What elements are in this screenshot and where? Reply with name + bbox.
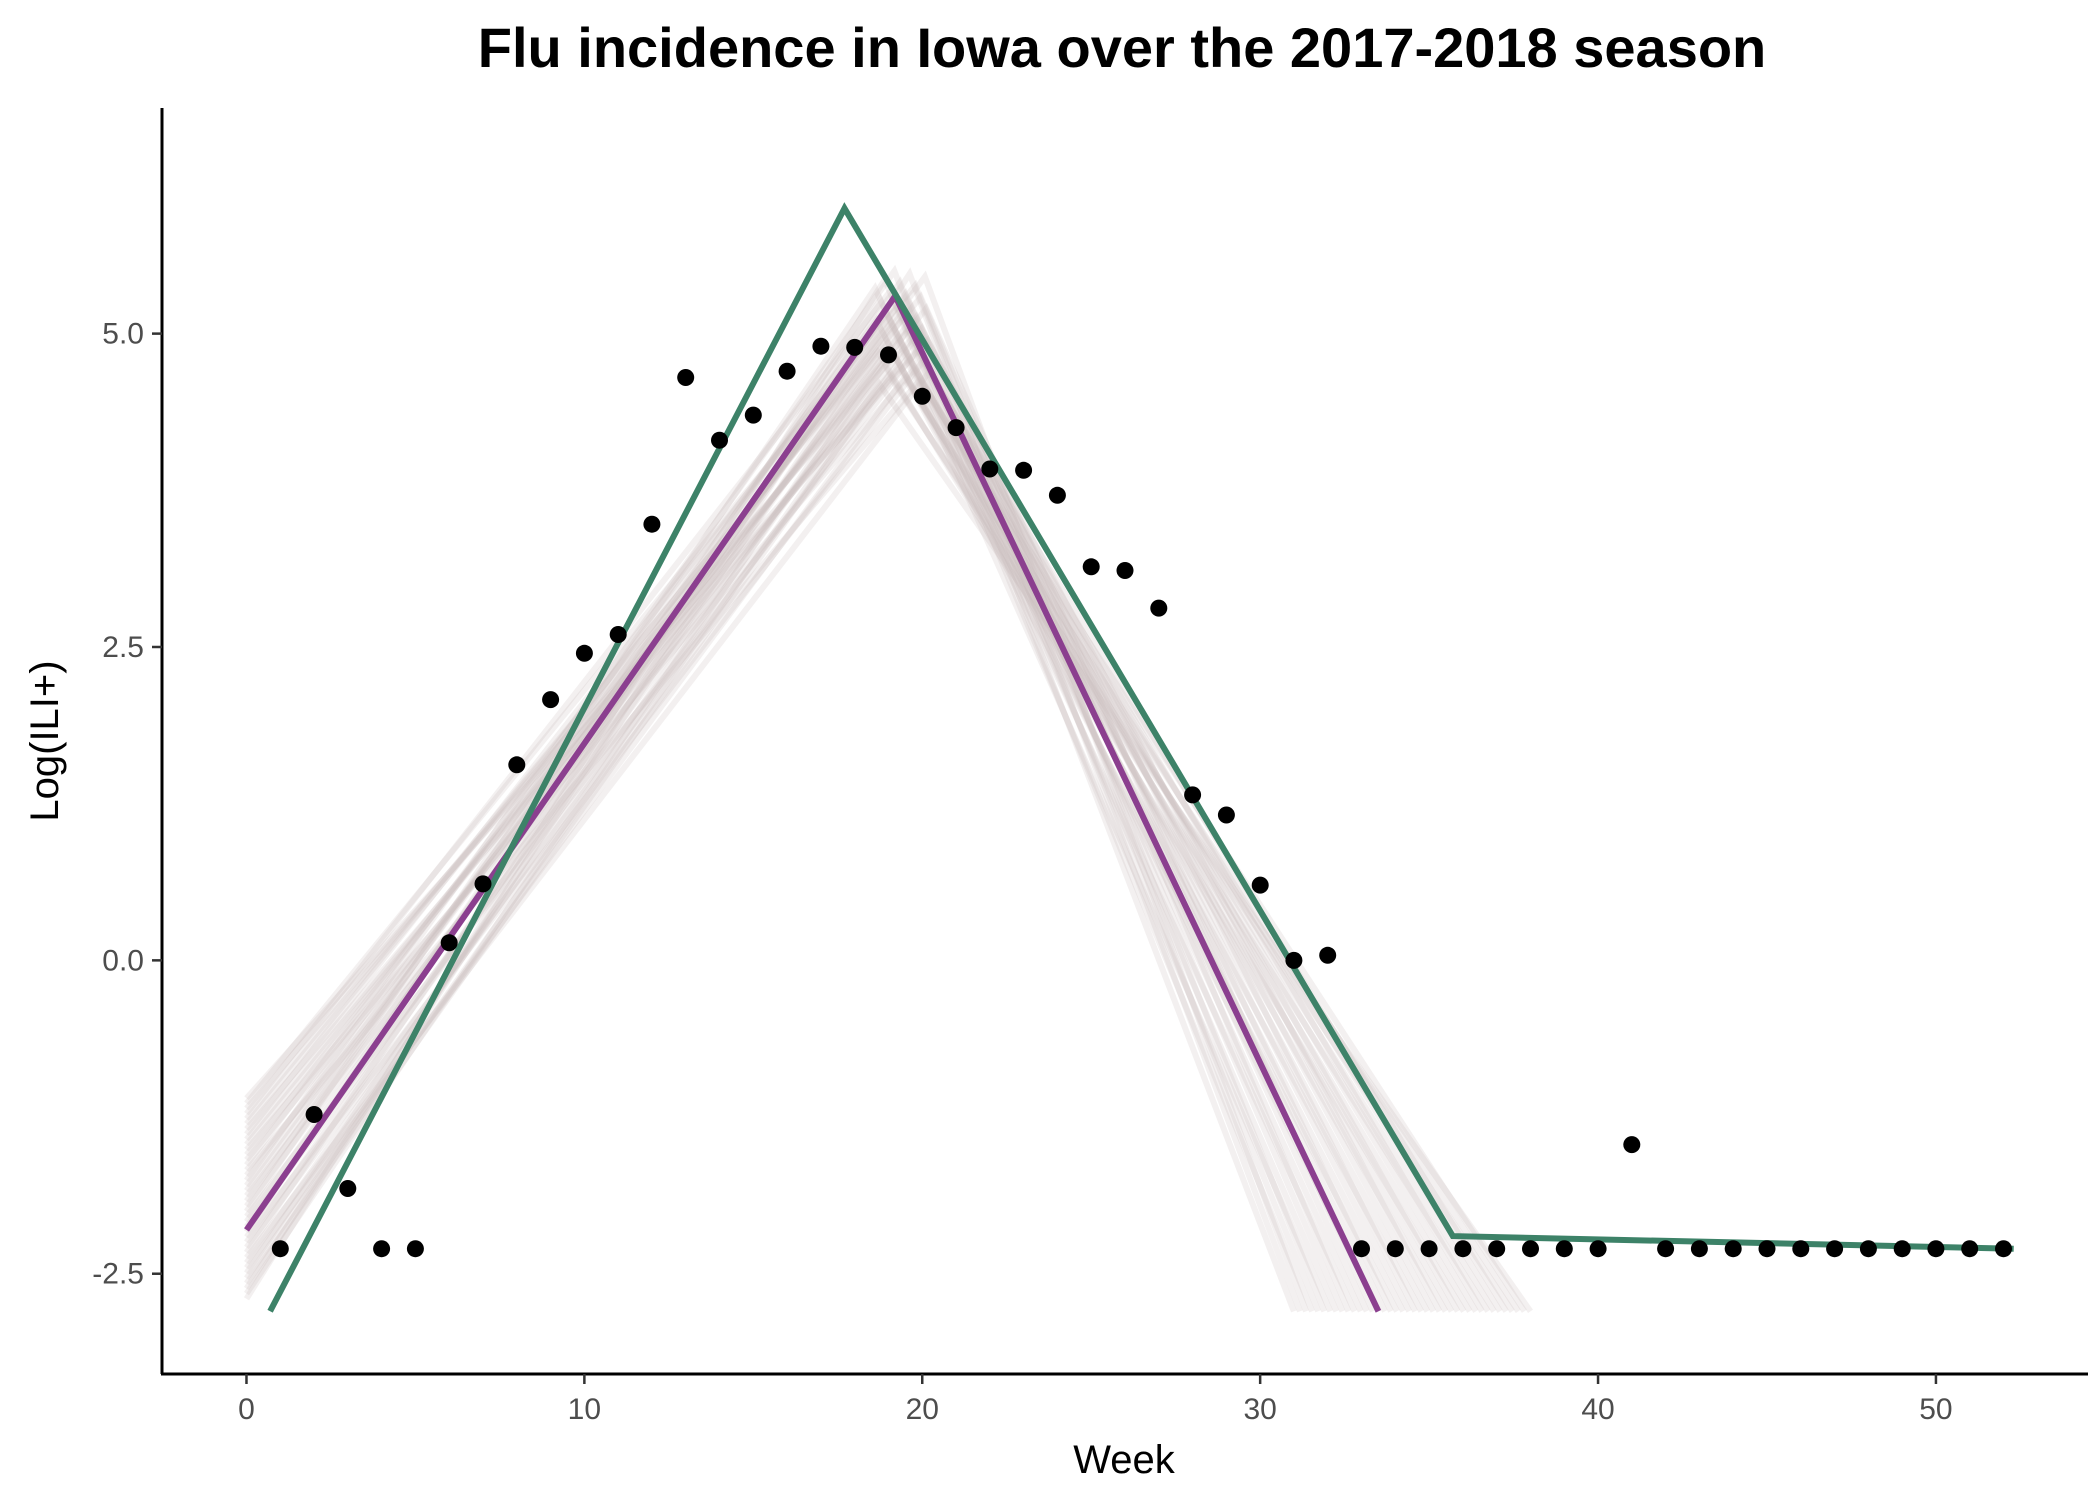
x-tick-label: 40 [1581,1393,1614,1426]
x-tick-label: 10 [568,1393,601,1426]
posterior-sample-line [244,270,1309,1313]
data-point [305,1106,323,1123]
x-tick-label: 50 [1919,1393,1952,1426]
data-point [1420,1240,1438,1258]
x-axis-ticks: 0 10 20 30 40 50 [238,1374,1953,1426]
data-point [508,756,526,774]
data-point [1217,806,1235,824]
data-point [1623,1136,1641,1154]
x-axis-title: Week [1073,1438,1176,1482]
posterior-sample-line [244,346,1467,1313]
data-point [846,338,864,356]
data-point [1724,1240,1742,1258]
y-axis-title: Log(ILI+) [23,660,67,821]
data-point [677,369,695,386]
data-point [1386,1240,1404,1258]
posterior-sample-line [243,267,1303,1313]
data-point [575,644,593,662]
x-tick-label: 0 [238,1393,255,1426]
data-point [1859,1240,1877,1258]
data-point [744,406,762,424]
data-point [1961,1240,1979,1258]
posterior-sample-line [244,322,1418,1313]
data-point [1285,951,1303,969]
posterior-sample-line [244,335,1443,1313]
posterior-sample-line [244,317,1406,1313]
data-point [406,1240,424,1258]
data-point [1082,558,1100,576]
posterior-sample-line [244,291,1352,1313]
posterior-sample-line [244,311,1394,1313]
posterior-sample-line [244,361,1497,1313]
y-axis-ticks: -2.5 0.0 2.5 5.0 [92,318,162,1291]
data-point [711,431,728,449]
posterior-sample-line [244,302,1376,1313]
data-point [947,419,965,437]
y-tick-label: 5.0 [102,318,144,351]
data-point [1893,1240,1911,1258]
posterior-sample-line [244,326,1424,1313]
data-point [1792,1240,1810,1258]
data-point [1488,1240,1506,1258]
posterior-sample-line [244,276,1321,1313]
data-point [271,1240,289,1258]
posterior-sample-line [244,364,1503,1313]
data-point [1826,1240,1844,1258]
posterior-sample-line [244,328,1431,1313]
data-point [1116,562,1134,579]
data-point [913,387,931,405]
data-point [812,337,830,355]
posterior-sample-line [244,358,1491,1313]
data-point [1015,461,1033,479]
data-point [643,515,661,533]
data-point [1690,1240,1708,1258]
data-point [1555,1240,1573,1258]
data-point [1319,946,1337,964]
data-point [1657,1240,1675,1258]
data-point [1995,1240,2012,1258]
x-tick-label: 20 [906,1393,939,1426]
posterior-sample-line [244,352,1479,1313]
data-point [609,626,627,643]
data-point [880,346,897,364]
data-point [542,691,560,709]
posterior-sample-line [244,370,1515,1313]
x-tick-label: 30 [1243,1393,1276,1426]
data-point [1150,599,1168,617]
data-point [373,1240,391,1258]
posterior-sample-line [244,264,1297,1313]
data-point [474,875,492,893]
chart-title: Flu incidence in Iowa over the 2017-2018… [478,16,1767,79]
data-point [1927,1240,1945,1258]
posterior-sample-line [244,341,1455,1313]
y-tick-label: -2.5 [92,1258,144,1291]
posterior-sample-line [244,282,1334,1313]
data-point [778,362,796,380]
data-point [1184,786,1202,804]
y-tick-label: 0.0 [102,944,144,977]
data-point [1454,1240,1472,1258]
data-point [1522,1240,1539,1258]
data-point [981,460,999,478]
data-point [339,1180,357,1197]
posterior-sample-lines [243,264,1533,1314]
plot-area [243,202,2014,1314]
data-point [1048,486,1066,504]
data-point [1758,1240,1776,1258]
data-point [1589,1240,1607,1258]
data-point [1353,1240,1370,1258]
observed-points [271,337,2012,1258]
y-tick-label: 2.5 [102,631,144,664]
data-point [1251,876,1269,894]
posterior-sample-line [244,279,1328,1313]
data-point [440,934,458,952]
